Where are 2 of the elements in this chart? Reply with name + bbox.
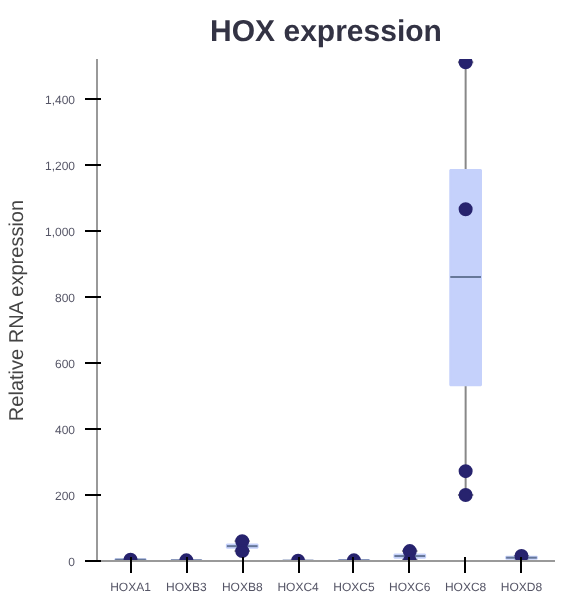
chart-title: HOX expression: [210, 15, 442, 49]
y-axis-title: Relative RNA expression: [6, 199, 29, 422]
